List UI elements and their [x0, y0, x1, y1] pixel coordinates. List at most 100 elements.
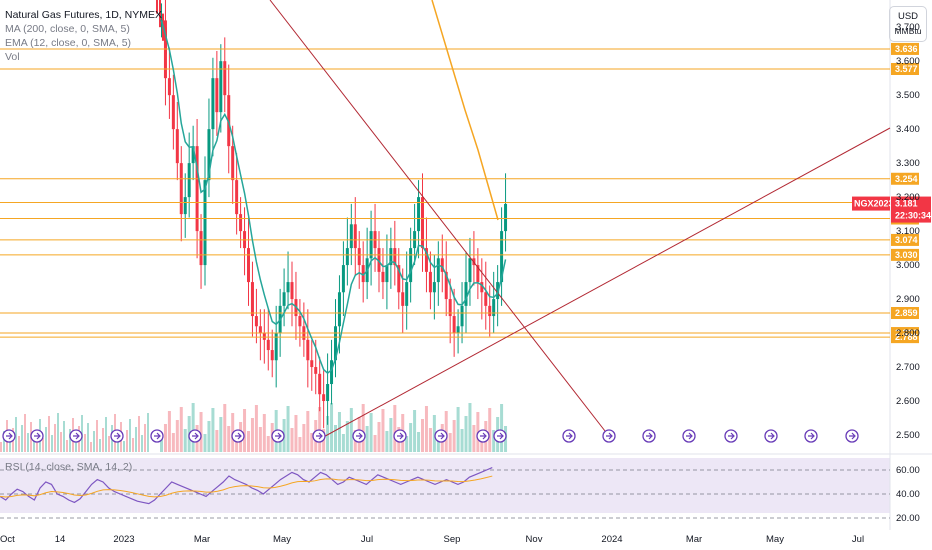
candle-body — [207, 129, 211, 181]
volume-bar — [381, 409, 385, 452]
candle — [159, 0, 161, 28]
symbol-badge-label: NGX2023 — [854, 199, 894, 209]
legend-ma[interactable]: MA (200, close, 0, SMA, 5) — [5, 23, 130, 35]
level-badge-label: 2.859 — [895, 308, 918, 318]
ma200-line — [431, 0, 499, 221]
candle-body — [215, 78, 219, 113]
level-badge-label: 2.788 — [895, 332, 918, 342]
candle-body — [270, 350, 274, 361]
volume-bar — [250, 418, 254, 452]
volume-bar — [215, 430, 219, 452]
level-badge-label: 3.636 — [895, 44, 918, 54]
candle-body — [424, 248, 428, 272]
y-tick-label: 3.300 — [896, 158, 920, 169]
candle-body — [247, 248, 250, 283]
volume-bar — [99, 439, 101, 452]
volume-bar — [436, 437, 440, 452]
y-tick-label: 2.800 — [896, 328, 920, 339]
candle-body — [286, 282, 290, 293]
candle-body — [223, 61, 227, 96]
volume-bar — [452, 420, 456, 452]
candle-body — [310, 360, 314, 368]
volume-bar — [492, 430, 496, 452]
volume-bar — [456, 407, 460, 452]
volume-bar — [262, 414, 266, 452]
volume-bar — [175, 420, 179, 452]
volume-bar — [93, 431, 95, 452]
volume-bar — [191, 403, 195, 452]
volume-bar — [129, 419, 131, 452]
axis-unit-selector[interactable]: USD MMBtu — [889, 6, 927, 42]
legend-ema[interactable]: EMA (12, close, 0, SMA, 5) — [5, 37, 132, 49]
volume-bar — [21, 425, 23, 452]
volume-bar — [66, 440, 68, 452]
level-badge — [891, 42, 919, 55]
volume-bar — [330, 403, 334, 452]
volume-bar — [27, 433, 29, 452]
rsi-level-label: 60.00 — [896, 465, 920, 476]
event-icons[interactable] — [2, 429, 859, 443]
candle-body — [353, 224, 357, 249]
candle-body — [452, 316, 456, 334]
candle-body — [231, 146, 235, 181]
candle-body — [203, 180, 207, 266]
x-tick-label: Jul — [361, 534, 373, 545]
volume-bar — [84, 434, 86, 452]
y-tick-label: 2.600 — [896, 396, 920, 407]
y-tick-label: 3.000 — [896, 260, 920, 271]
level-badge — [891, 62, 919, 75]
candle-body — [282, 292, 286, 306]
volume-bar — [421, 419, 424, 452]
candle-body — [468, 258, 472, 283]
x-tick-label: 2023 — [113, 534, 134, 545]
event-arrow — [316, 432, 323, 440]
candle-body — [385, 265, 389, 283]
volume-bar — [361, 404, 365, 452]
x-tick-label: May — [766, 534, 784, 545]
volume-bar — [54, 424, 56, 452]
rsi-indicator: 60.00 40.00 20.00 — [0, 465, 920, 524]
level-badge — [891, 233, 919, 246]
level-badge-label: 3.030 — [895, 250, 918, 260]
volume-bar — [247, 431, 250, 452]
moving-averages — [160, 0, 507, 375]
volume-bar — [102, 428, 104, 452]
candle-body — [464, 282, 468, 306]
level-badge — [891, 172, 919, 185]
volume-bar — [63, 421, 65, 452]
y-tick-label: 3.500 — [896, 90, 920, 101]
rsi-legend[interactable]: RSI (14, close, SMA, 14, 2) — [5, 461, 133, 473]
time-axis[interactable]: Oct 14 2023 Mar May Jul Sep Nov 2024 Mar May Jul — [0, 534, 864, 545]
volume-bar — [126, 430, 128, 452]
volume-bar — [3, 431, 5, 452]
volume-bar — [464, 416, 468, 452]
x-tick-label: 2024 — [601, 534, 622, 545]
volume-bar — [123, 441, 125, 452]
candle-body — [191, 146, 195, 164]
event-arrow — [397, 432, 404, 440]
candle-body — [448, 299, 452, 317]
level-badge-label: 3.074 — [895, 235, 918, 245]
price-axis[interactable]: 2.500 2.600 2.700 2.800 2.900 3.000 3.100 3.200… — [896, 22, 920, 441]
rsi-level-label: 20.00 — [896, 513, 920, 524]
candle-body — [239, 214, 243, 232]
volume-bar — [243, 409, 247, 452]
candle-body — [345, 248, 349, 266]
legend-title[interactable]: Natural Gas Futures, 1D, NYMEX — [5, 9, 162, 21]
rsi-pane-bg — [0, 458, 890, 513]
volume-bar — [393, 405, 397, 452]
legend-vol[interactable]: Vol — [5, 51, 20, 63]
horizontal-levels: 3.6363.5773.2543.1843.1373.0743.0302.859… — [0, 42, 931, 344]
volume-bar — [179, 407, 183, 452]
volume-bar — [334, 425, 337, 452]
volume-bar — [138, 416, 140, 452]
volume-bar — [0, 442, 2, 452]
level-badge — [891, 248, 919, 261]
event-arrow — [154, 432, 161, 440]
volume-bar — [163, 424, 167, 452]
volume-bar — [424, 406, 428, 452]
volume-bar — [365, 426, 369, 452]
x-tick-label: Mar — [194, 534, 210, 545]
volume-bar — [389, 418, 393, 452]
